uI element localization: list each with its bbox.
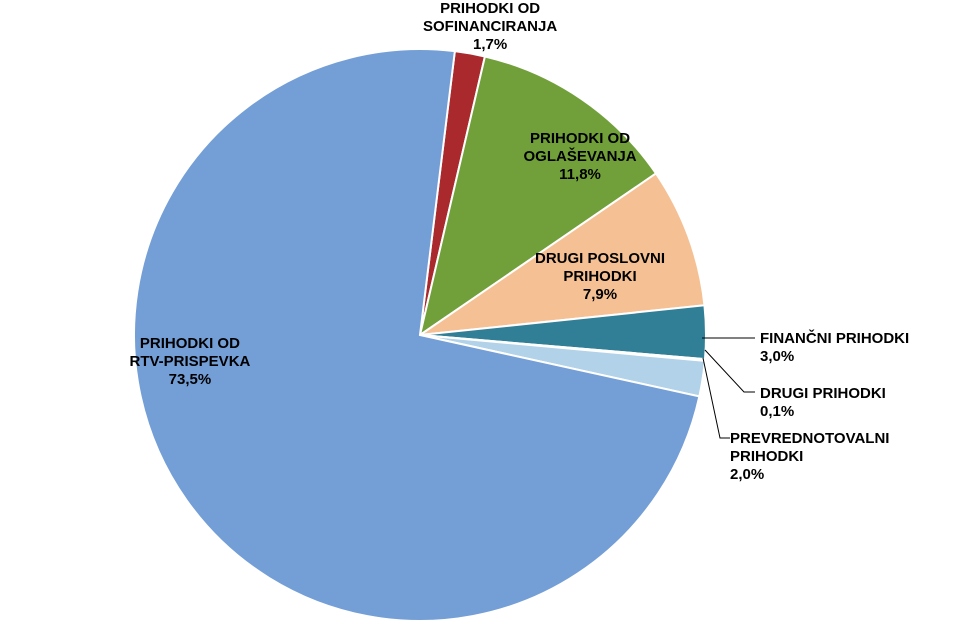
pie-label-pct: 73,5%: [130, 371, 251, 389]
pie-label: PRIHODKI ODOGLAŠEVANJA11,8%: [524, 130, 637, 184]
pie-label-line: FINANČNI PRIHODKI: [760, 330, 909, 348]
pie-label-line: SOFINANCIRANJA: [423, 18, 557, 36]
pie-label-pct: 0,1%: [760, 403, 886, 421]
pie-label-pct: 11,8%: [524, 166, 637, 184]
pie-label: FINANČNI PRIHODKI3,0%: [760, 330, 909, 366]
pie-label-pct: 1,7%: [423, 36, 557, 54]
pie-label-line: PRIHODKI: [535, 268, 665, 286]
leader-line: [703, 358, 730, 438]
pie-label-line: PRIHODKI OD: [524, 130, 637, 148]
pie-label-line: PRIHODKI: [730, 448, 889, 466]
pie-label: DRUGI POSLOVNIPRIHODKI7,9%: [535, 250, 665, 304]
pie-label-line: RTV-PRISPEVKA: [130, 353, 251, 371]
pie-label-pct: 7,9%: [535, 286, 665, 304]
pie-label-line: PRIHODKI OD: [423, 0, 557, 18]
pie-label-line: PREVREDNOTOVALNI: [730, 430, 889, 448]
pie-label-pct: 2,0%: [730, 466, 889, 484]
pie-label: DRUGI PRIHODKI0,1%: [760, 385, 886, 421]
pie-label-pct: 3,0%: [760, 348, 909, 366]
pie-label: PREVREDNOTOVALNIPRIHODKI2,0%: [730, 430, 889, 484]
pie-label-line: PRIHODKI OD: [130, 335, 251, 353]
pie-label: PRIHODKI ODRTV-PRISPEVKA73,5%: [130, 335, 251, 389]
pie-label: PRIHODKI ODSOFINANCIRANJA1,7%: [423, 0, 557, 54]
pie-label-line: DRUGI POSLOVNI: [535, 250, 665, 268]
pie-label-line: DRUGI PRIHODKI: [760, 385, 886, 403]
leader-line: [705, 350, 755, 392]
revenue-pie-chart: PRIHODKI ODSOFINANCIRANJA1,7%PRIHODKI OD…: [0, 0, 977, 638]
pie-label-line: OGLAŠEVANJA: [524, 148, 637, 166]
pie-svg: [0, 0, 977, 638]
